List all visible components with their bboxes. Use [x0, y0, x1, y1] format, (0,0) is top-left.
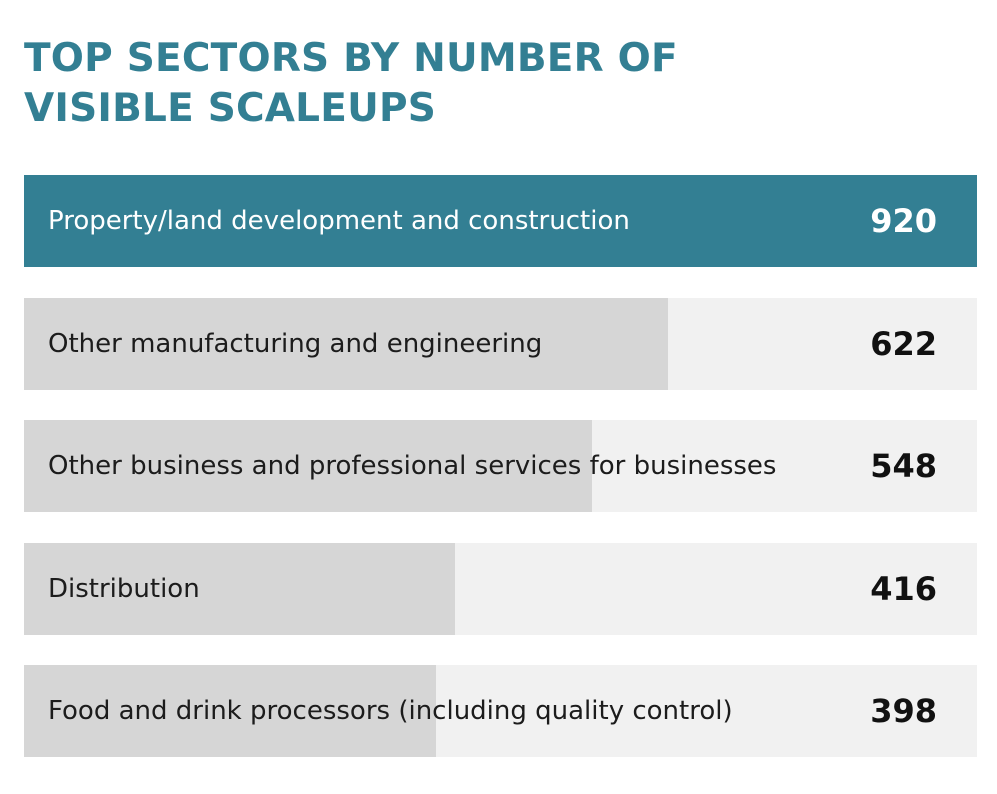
bar	[24, 665, 437, 757]
value-label: 622	[870, 325, 937, 363]
bar-chart: Property/land development and constructi…	[24, 175, 977, 757]
bar-row: Distribution 416	[24, 543, 977, 635]
category-label: Property/land development and constructi…	[48, 206, 630, 236]
category-label: Distribution	[48, 574, 200, 604]
chart-title: TOP SECTORS BY NUMBER OF VISIBLE SCALEUP…	[24, 36, 678, 131]
value-label: 398	[870, 692, 937, 730]
bar	[24, 298, 669, 390]
bar-row: Property/land development and constructi…	[24, 175, 977, 267]
category-label: Other manufacturing and engineering	[48, 329, 543, 359]
bar	[24, 543, 455, 635]
bar-row: Other business and professional services…	[24, 420, 977, 512]
value-label: 548	[870, 447, 937, 485]
category-label: Other business and professional services…	[48, 451, 777, 481]
bar	[24, 175, 977, 267]
value-label: 416	[870, 570, 937, 608]
bar-row: Other manufacturing and engineering 622	[24, 298, 977, 390]
category-label: Food and drink processors (including qua…	[48, 696, 733, 726]
value-label: 920	[870, 202, 937, 240]
bar-row: Food and drink processors (including qua…	[24, 665, 977, 757]
bar	[24, 420, 592, 512]
